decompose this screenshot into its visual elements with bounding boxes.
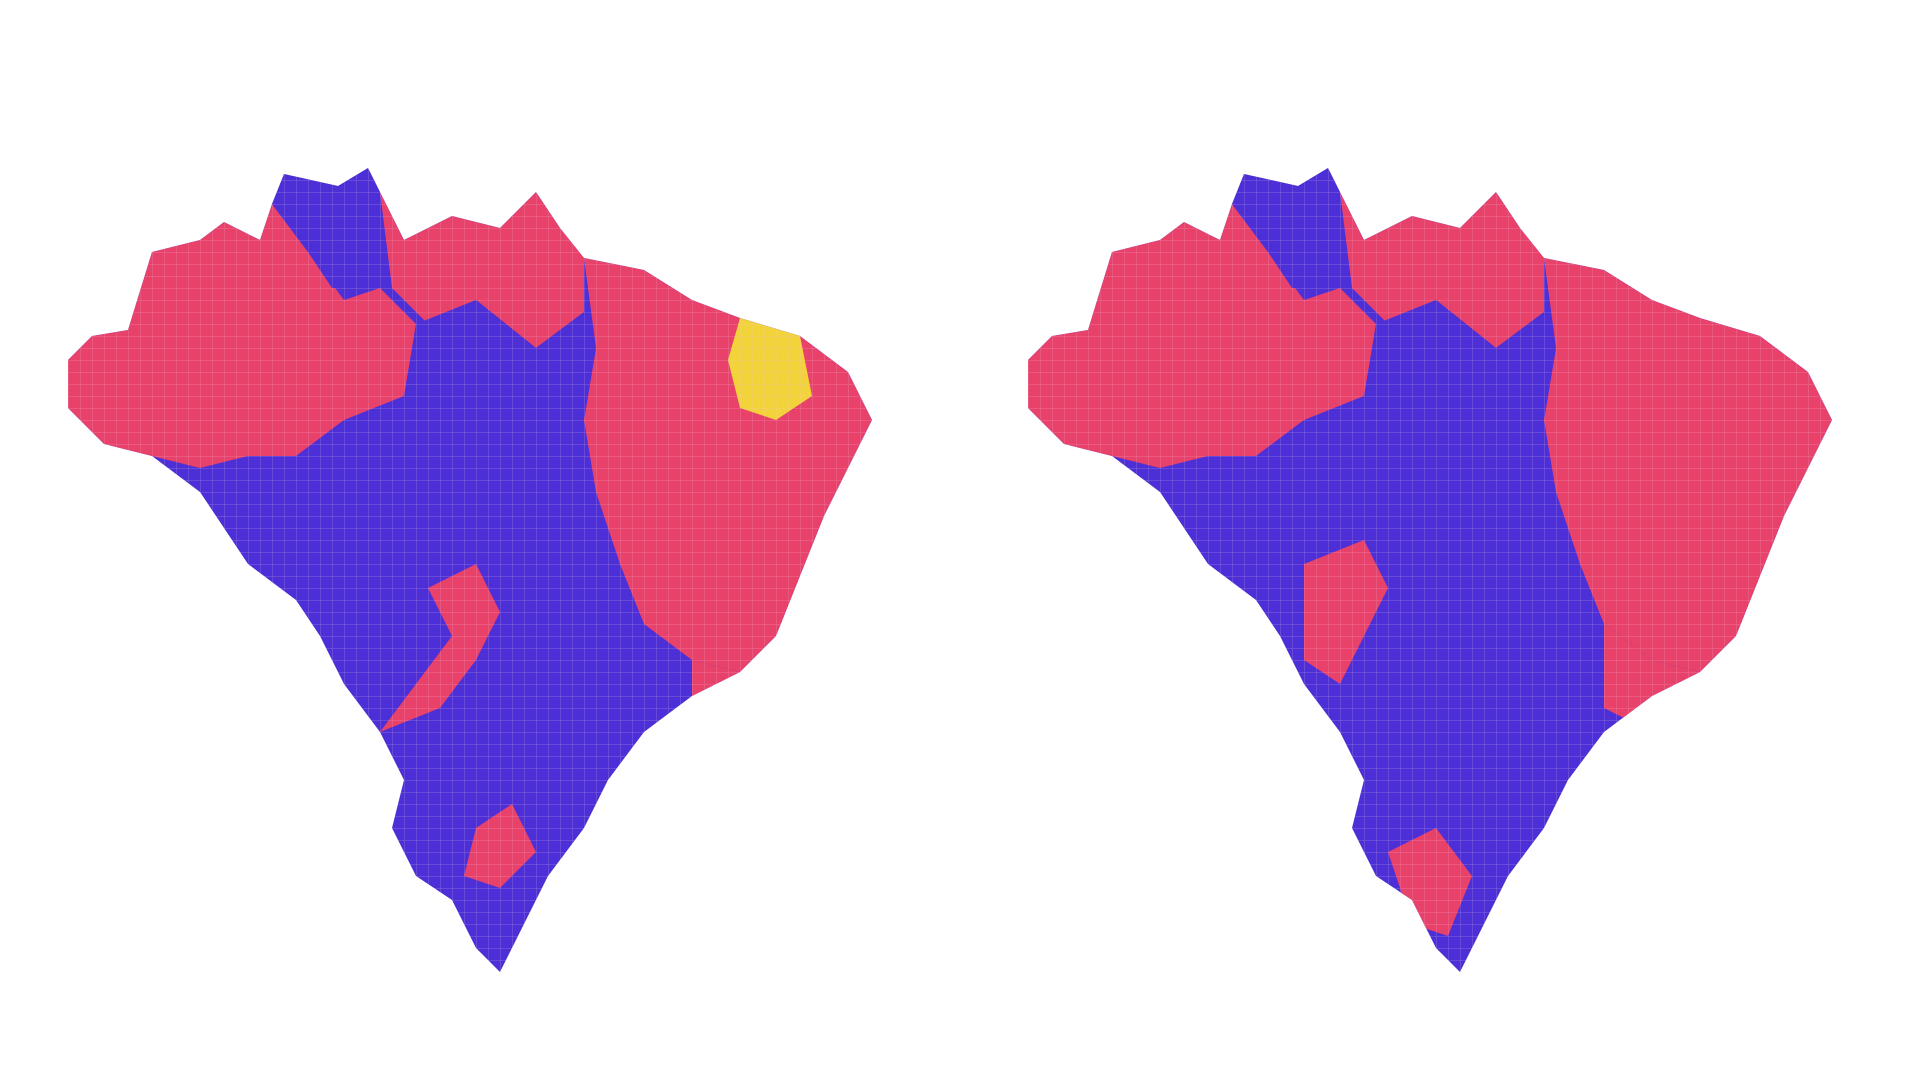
- municipality-borders: [1028, 168, 1832, 972]
- brazil-map-left: [20, 60, 980, 1020]
- map-right-regions: [1028, 168, 1832, 972]
- brazil-map-right-svg: [1028, 168, 1832, 972]
- map-left-regions: [68, 168, 872, 972]
- brazil-map-right: [980, 60, 1920, 1020]
- brazil-map-left-svg: [68, 168, 872, 972]
- municipality-borders: [68, 168, 872, 972]
